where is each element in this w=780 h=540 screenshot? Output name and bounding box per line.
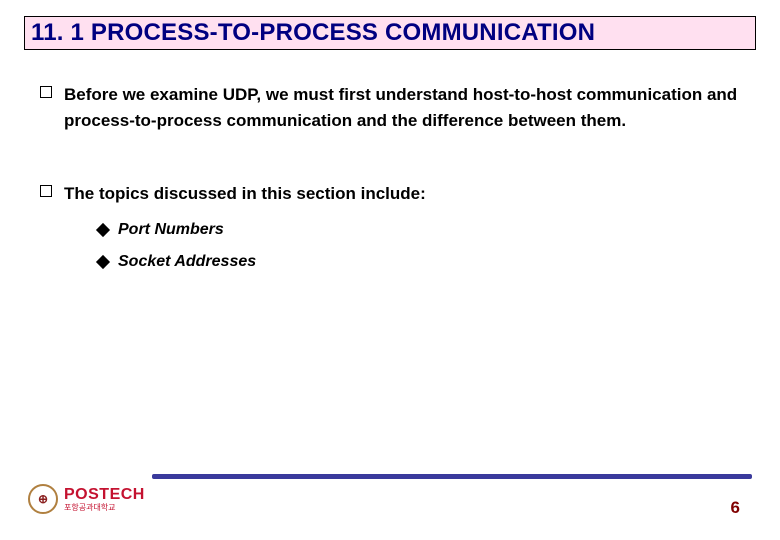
bullet-item: The topics discussed in this section inc… [40,181,740,207]
logo-text: POSTECH 포항공과대학교 [64,487,145,512]
sub-bullet-list: Port Numbers Socket Addresses [98,221,740,271]
title-container: 11. 1 PROCESS-TO-PROCESS COMMUNICATION [24,16,756,50]
title-background: 11. 1 PROCESS-TO-PROCESS COMMUNICATION [24,16,756,50]
sub-bullet-item: Port Numbers [98,221,740,239]
logo-main-text: POSTECH [64,487,145,503]
slide: 11. 1 PROCESS-TO-PROCESS COMMUNICATION B… [0,0,780,540]
diamond-bullet-icon [96,255,110,269]
bullet-item: Before we examine UDP, we must first und… [40,82,740,135]
logo-emblem-icon: ⊕ [28,484,58,514]
diamond-bullet-icon [96,223,110,237]
slide-body: Before we examine UDP, we must first und… [40,82,740,285]
bullet-text: The topics discussed in this section inc… [64,181,426,207]
logo-sub-text: 포항공과대학교 [64,504,145,512]
logo: ⊕ POSTECH 포항공과대학교 [28,484,145,514]
square-bullet-icon [40,86,52,98]
sub-bullet-item: Socket Addresses [98,253,740,271]
page-number: 6 [731,498,740,518]
square-bullet-icon [40,185,52,197]
logo-emblem-glyph: ⊕ [38,492,48,506]
slide-title: 11. 1 PROCESS-TO-PROCESS COMMUNICATION [31,19,749,47]
footer-divider-line [152,474,752,479]
bullet-text: Before we examine UDP, we must first und… [64,82,740,135]
sub-bullet-text: Socket Addresses [118,253,256,271]
slide-footer: ⊕ POSTECH 포항공과대학교 6 [0,468,780,524]
sub-bullet-text: Port Numbers [118,221,224,239]
